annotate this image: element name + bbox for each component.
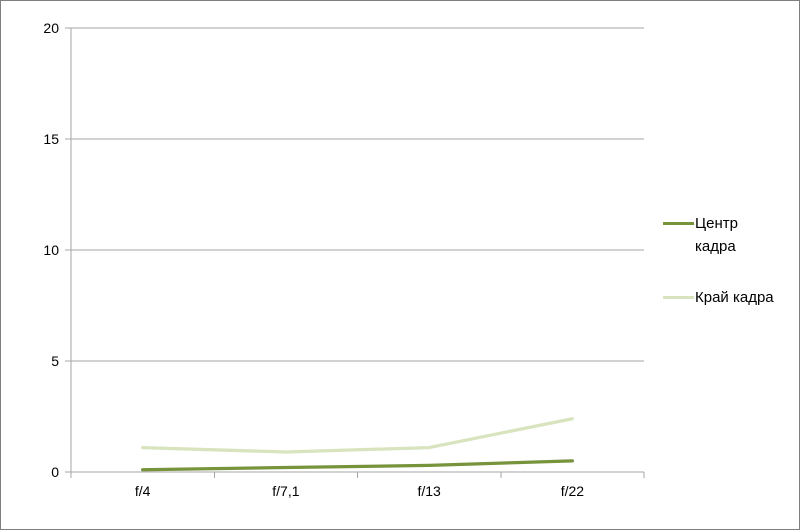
x-tick-label: f/4 (135, 483, 151, 499)
x-tick-label: f/7,1 (272, 483, 299, 499)
legend-line-swatch-edge-frame (663, 296, 694, 299)
legend-label-center-frame: Центр кадра (695, 212, 738, 258)
legend-entry-edge-frame: Край кадра (663, 286, 774, 309)
legend-entry-center-frame: Центр кадра (663, 212, 738, 258)
legend-label-line: кадра (695, 238, 736, 255)
y-tick-label: 20 (43, 20, 59, 36)
legend-label-line: Центр (695, 215, 738, 232)
x-tick-label: f/13 (417, 483, 441, 499)
legend-label-edge-frame: Край кадра (695, 286, 774, 309)
y-tick-label: 5 (51, 353, 59, 369)
legend-label-line: Край кадра (695, 289, 774, 306)
series-line-1 (141, 417, 574, 454)
legend-line-swatch-center-frame (663, 222, 694, 225)
y-tick-label: 0 (51, 464, 59, 480)
y-tick-label: 15 (43, 131, 59, 147)
x-tick-label: f/22 (561, 483, 585, 499)
y-tick-label: 10 (43, 242, 59, 258)
series-line-0 (141, 459, 574, 472)
